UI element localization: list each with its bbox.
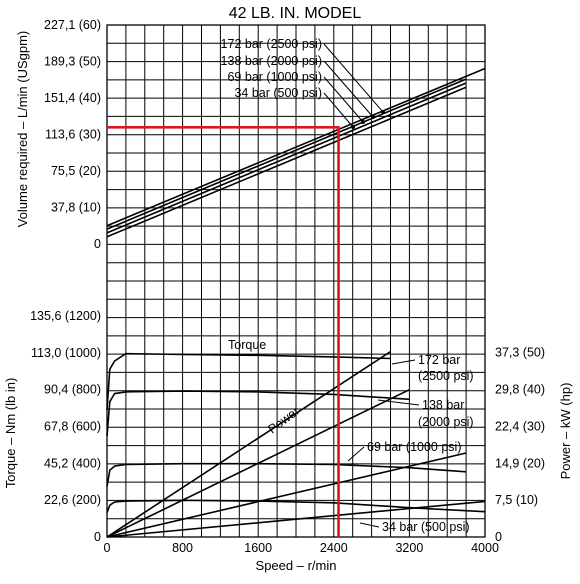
torque-power-series-label: 172 bar	[418, 353, 460, 367]
x-axis-title: Speed – r/min	[256, 558, 337, 573]
torque-line	[106, 462, 467, 487]
grid	[106, 24, 486, 538]
torque-power-series-label: 34 bar (500 psi)	[382, 520, 470, 534]
torque-y-tick-label: 135,6 (1200)	[30, 309, 101, 323]
torque-power-label-leader	[391, 359, 416, 365]
plot-frame	[106, 24, 486, 538]
power-y-tick-label: 14,9 (20)	[495, 456, 545, 470]
power-line	[106, 500, 486, 538]
volume-line	[106, 82, 467, 234]
power-line	[106, 388, 410, 538]
torque-power-series-label: (2500 psi)	[418, 369, 474, 383]
torque-y-tick-label: 22,6 (200)	[44, 493, 101, 507]
volume-label-arrowhead	[371, 115, 375, 119]
torque-y-tick-label: 67,8 (600)	[44, 420, 101, 434]
top-y-tick-label: 151,4 (40)	[44, 91, 101, 105]
top-y-tick-label: 0	[94, 237, 101, 251]
power-line	[106, 452, 467, 538]
power-y-tick-label: 0	[495, 530, 502, 544]
power-y-tick-label: 29,8 (40)	[495, 383, 545, 397]
x-tick-label: 2400	[320, 541, 348, 555]
volume-label-leader	[323, 92, 354, 128]
top-y-axis-title: Volume required – L/min (USgpm)	[15, 31, 30, 228]
torque-power-series-label: 69 bar (1000 psi)	[367, 440, 462, 454]
reference-line	[107, 126, 340, 537]
torque-power-series-label: (2000 psi)	[418, 415, 474, 429]
x-tick-label: 800	[172, 541, 193, 555]
torque-power-label-leader	[359, 522, 380, 528]
torque-line	[106, 352, 391, 410]
torque-power-label-leader	[377, 399, 420, 406]
power-y-tick-label: 22,4 (30)	[495, 419, 545, 433]
torque-y-tick-label: 113,0 (1000)	[31, 346, 101, 360]
torque-power-label-leader	[347, 446, 365, 462]
top-y-tick-label: 113,6 (30)	[45, 127, 101, 141]
volume-label-arrowhead	[361, 120, 365, 124]
torque-y-tick-label: 45,2 (400)	[44, 456, 101, 470]
top-y-tick-label: 37,8 (10)	[51, 201, 101, 215]
x-tick-label: 0	[104, 541, 111, 555]
top-y-tick-label: 227,1 (60)	[44, 18, 101, 32]
volume-label-arrowhead	[381, 110, 385, 114]
x-tick-label: 1600	[244, 541, 272, 555]
volume-label-arrowhead	[351, 125, 355, 129]
bottom-right-y-axis-title: Power – kW (hp)	[558, 383, 573, 480]
torque-y-tick-label: 90,4 (800)	[44, 383, 101, 397]
bottom-left-y-axis-title: Torque – Nm (lb in)	[3, 378, 18, 489]
reference-line-group	[107, 126, 340, 537]
volume-series-label: 69 bar (1000 psi)	[227, 70, 322, 84]
torque-power-series-label: 138 bar	[422, 398, 464, 412]
volume-series-label: 172 bar (2500 psi)	[221, 37, 322, 51]
volume-label-leader	[323, 60, 374, 118]
top-y-tick-label: 75,5 (20)	[51, 164, 101, 178]
volume-label-leader	[323, 76, 364, 123]
series-group	[106, 67, 486, 538]
torque-label: Torque	[228, 338, 266, 352]
x-tick-label: 3200	[395, 541, 423, 555]
power-y-tick-label: 7,5 (10)	[495, 493, 538, 507]
volume-line	[106, 86, 467, 238]
torque-y-tick-label: 0	[94, 530, 101, 544]
torque-line	[106, 390, 410, 437]
top-y-tick-label: 189,3 (50)	[44, 54, 101, 68]
power-line	[106, 350, 391, 538]
chart-title: 42 LB. IN. MODEL	[229, 5, 362, 22]
volume-series-label: 138 bar (2000 psi)	[221, 54, 322, 68]
volume-series-label: 34 bar (500 psi)	[234, 86, 322, 100]
volume-label-leader	[323, 43, 384, 113]
x-tick-label: 4000	[471, 541, 499, 555]
volume-line	[106, 78, 467, 230]
power-y-tick-label: 37,3 (50)	[495, 346, 545, 360]
volume-line	[106, 67, 486, 227]
